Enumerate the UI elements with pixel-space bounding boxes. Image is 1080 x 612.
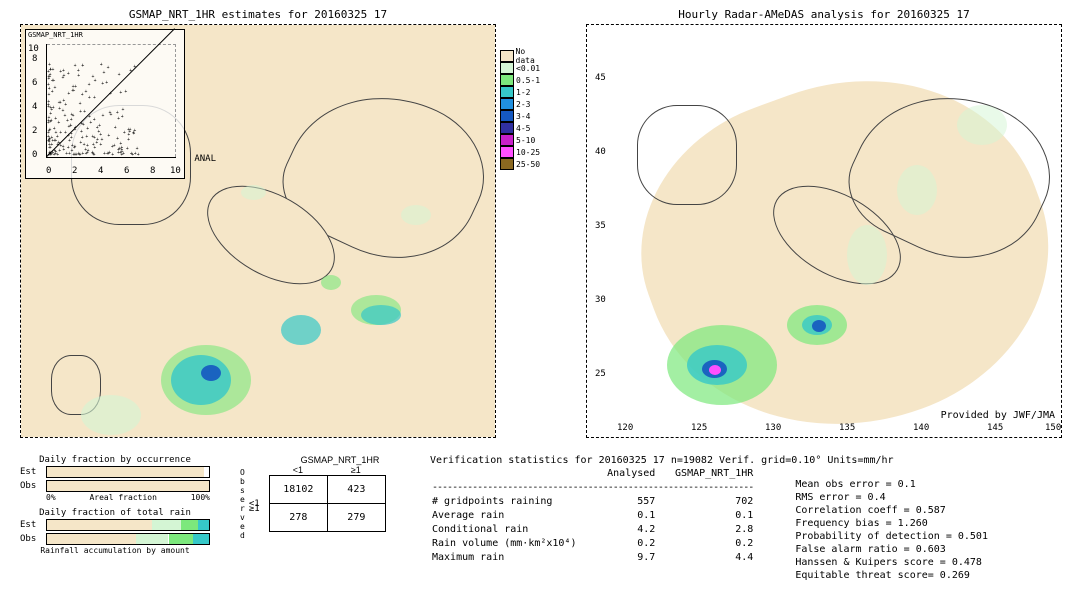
coastline (637, 105, 737, 205)
colorbar-legend: No data<0.010.5-11-22-33-44-55-1010-2525… (500, 50, 548, 170)
contingency-table: 18102423 278279 (269, 475, 386, 532)
ct-title: GSMAP_NRT_1HR (270, 455, 410, 465)
verif-table: AnalysedGSMAP_NRT_1HR ------------------… (430, 466, 765, 566)
fraction-occurrence: Daily fraction by occurrence Est Obs 0% … (20, 455, 210, 555)
fraction-caption: Rainfall accumulation by amount (20, 546, 210, 555)
fraction-total-title: Daily fraction of total rain (20, 508, 210, 518)
left-map-panel: GSMAP_NRT_1HR ++++++++++++++++++++++++++… (20, 24, 496, 438)
verif-title: Verification statistics for 20160325 17 … (430, 455, 1070, 466)
right-map-panel: 45 40 35 30 25 120 125 130 135 140 145 1… (586, 24, 1062, 438)
verification-block: Verification statistics for 20160325 17 … (430, 455, 1070, 582)
right-map-title: Hourly Radar-AMeDAS analysis for 2016032… (586, 8, 1062, 21)
inset-scatter: GSMAP_NRT_1HR ++++++++++++++++++++++++++… (25, 29, 185, 179)
obs-total-bar (46, 533, 210, 545)
ct-side-label: Observed (240, 465, 249, 542)
verif-scores: Mean obs error = 0.1RMS error = 0.4Corre… (795, 466, 988, 582)
inset-title: GSMAP_NRT_1HR (28, 31, 83, 39)
map-credit: Provided by JWF/JMA (941, 410, 1055, 421)
est-total-bar (46, 519, 210, 531)
inset-anal-label: ANAL (194, 154, 216, 164)
obs-occ-bar (46, 480, 210, 492)
contingency-block: GSMAP_NRT_1HR Observed <1 ≥1 <1 18102423… (240, 455, 410, 542)
left-map-title: GSMAP_NRT_1HR estimates for 20160325 17 (20, 8, 496, 21)
fraction-occ-title: Daily fraction by occurrence (20, 455, 210, 465)
est-occ-bar (46, 466, 210, 478)
